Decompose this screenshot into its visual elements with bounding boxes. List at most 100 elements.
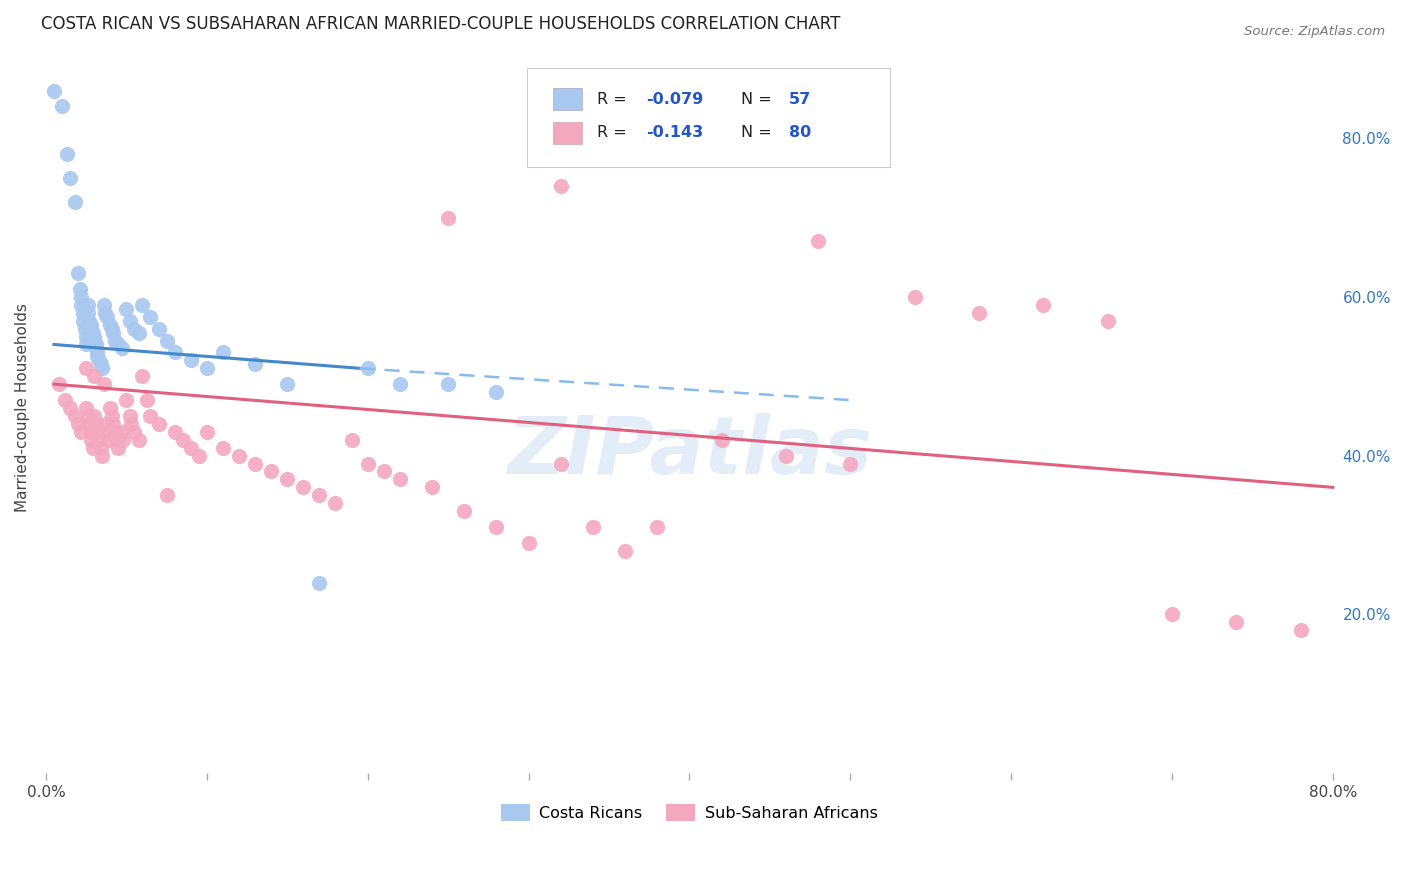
Point — [115, 301, 138, 316]
Point — [73, 321, 96, 335]
Point — [163, 345, 186, 359]
Point — [86, 350, 108, 364]
Point — [101, 321, 124, 335]
Point — [80, 425, 103, 439]
Point — [80, 318, 103, 332]
Point — [212, 441, 235, 455]
Point — [1225, 615, 1247, 630]
Point — [97, 433, 120, 447]
Point — [115, 392, 138, 407]
Point — [51, 99, 73, 113]
Point — [195, 361, 218, 376]
Point — [80, 433, 103, 447]
Point — [163, 425, 186, 439]
Point — [103, 417, 125, 431]
Point — [195, 425, 218, 439]
Point — [388, 472, 411, 486]
Point — [101, 409, 124, 423]
Point — [75, 361, 97, 376]
Point — [485, 385, 508, 400]
Point — [340, 433, 363, 447]
Point — [139, 310, 162, 324]
Point — [453, 504, 475, 518]
Text: R =: R = — [598, 125, 633, 140]
Point — [420, 480, 443, 494]
Point — [131, 369, 153, 384]
Point — [69, 282, 91, 296]
Point — [614, 544, 637, 558]
Point — [67, 417, 90, 431]
Point — [63, 194, 86, 209]
Text: ZIPatlas: ZIPatlas — [508, 413, 872, 491]
Point — [70, 425, 93, 439]
Point — [63, 409, 86, 423]
Point — [903, 290, 925, 304]
Text: -0.143: -0.143 — [647, 125, 704, 140]
Point — [807, 235, 830, 249]
Point — [70, 290, 93, 304]
Point — [276, 472, 298, 486]
Point — [84, 417, 107, 431]
Point — [550, 457, 572, 471]
Point — [139, 409, 162, 423]
Point — [437, 211, 460, 225]
Point — [83, 409, 105, 423]
Point — [104, 425, 127, 439]
Point — [292, 480, 315, 494]
Point — [83, 334, 105, 348]
Point — [79, 314, 101, 328]
Point — [356, 361, 378, 376]
Point — [90, 357, 112, 371]
Point — [67, 266, 90, 280]
Point — [72, 306, 94, 320]
Point — [103, 326, 125, 340]
Point — [87, 353, 110, 368]
Point — [967, 306, 990, 320]
Point — [110, 425, 132, 439]
Point — [110, 342, 132, 356]
Point — [48, 377, 70, 392]
Point — [136, 392, 159, 407]
Point — [82, 441, 104, 455]
Text: COSTA RICAN VS SUBSAHARAN AFRICAN MARRIED-COUPLE HOUSEHOLDS CORRELATION CHART: COSTA RICAN VS SUBSAHARAN AFRICAN MARRIE… — [41, 15, 841, 33]
Point — [128, 326, 150, 340]
Point — [243, 357, 266, 371]
Point — [80, 321, 103, 335]
Legend: Costa Ricans, Sub-Saharan Africans: Costa Ricans, Sub-Saharan Africans — [495, 797, 884, 827]
Point — [308, 488, 330, 502]
Point — [82, 326, 104, 340]
Point — [1097, 314, 1119, 328]
Point — [70, 298, 93, 312]
Point — [1161, 607, 1184, 622]
Text: -0.079: -0.079 — [647, 92, 704, 107]
Point — [228, 449, 250, 463]
Point — [243, 457, 266, 471]
Point — [155, 334, 177, 348]
Point — [83, 329, 105, 343]
Point — [180, 441, 202, 455]
Point — [83, 369, 105, 384]
Point — [155, 488, 177, 502]
Point — [260, 465, 283, 479]
Text: R =: R = — [598, 92, 633, 107]
Point — [91, 361, 114, 376]
Point — [105, 433, 128, 447]
Point — [53, 392, 76, 407]
Point — [550, 178, 572, 193]
FancyBboxPatch shape — [553, 121, 582, 144]
Point — [104, 334, 127, 348]
Point — [582, 520, 605, 534]
Point — [148, 321, 170, 335]
Point — [107, 337, 129, 351]
Point — [98, 318, 121, 332]
Point — [42, 83, 65, 97]
Point — [388, 377, 411, 392]
Point — [212, 345, 235, 359]
Point — [94, 306, 117, 320]
Point — [645, 520, 668, 534]
Point — [124, 425, 146, 439]
Point — [75, 337, 97, 351]
Point — [84, 342, 107, 356]
Point — [75, 401, 97, 415]
Point — [775, 449, 797, 463]
